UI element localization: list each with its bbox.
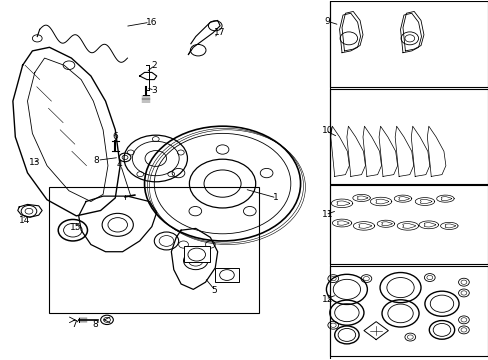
Bar: [329, 89, 488, 184]
Text: 1: 1: [272, 193, 278, 202]
Text: 6: 6: [113, 132, 119, 141]
Text: 12: 12: [321, 294, 332, 303]
Text: 5: 5: [211, 286, 217, 295]
Bar: [49, 187, 259, 313]
Text: 4: 4: [117, 161, 122, 170]
Text: 11: 11: [321, 210, 332, 219]
Text: 16: 16: [146, 18, 157, 27]
Text: 14: 14: [19, 216, 31, 225]
Text: 10: 10: [321, 126, 332, 135]
Bar: [183, 246, 210, 262]
Text: 15: 15: [70, 223, 81, 232]
Text: 8: 8: [92, 320, 98, 329]
Text: 13: 13: [29, 158, 41, 167]
Text: 8: 8: [93, 156, 99, 165]
Text: 17: 17: [214, 28, 225, 37]
Bar: [329, 266, 488, 356]
Text: 2: 2: [151, 61, 156, 70]
Text: 7: 7: [71, 320, 77, 329]
Text: 3: 3: [151, 86, 156, 95]
Text: 9: 9: [324, 17, 329, 26]
Bar: [329, 185, 488, 264]
Bar: [329, 1, 488, 87]
Bar: [215, 268, 238, 282]
